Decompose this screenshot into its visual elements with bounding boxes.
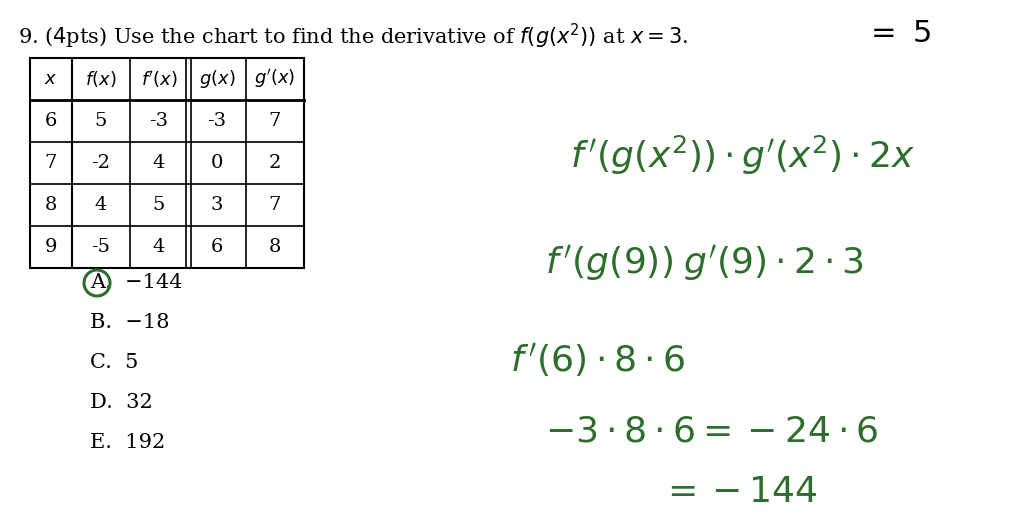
Text: A.  −144: A. −144 — [90, 274, 182, 292]
Text: 4: 4 — [95, 196, 108, 214]
Text: 0: 0 — [211, 154, 223, 172]
Text: 6: 6 — [45, 112, 57, 130]
Text: 7: 7 — [269, 196, 282, 214]
Text: D.  32: D. 32 — [90, 394, 153, 413]
Text: 5: 5 — [95, 112, 108, 130]
Text: $= -144$: $= -144$ — [660, 475, 817, 509]
Text: $f\,'(6) \cdot 8 \cdot 6$: $f\,'(6) \cdot 8 \cdot 6$ — [510, 341, 685, 379]
Text: 8: 8 — [45, 196, 57, 214]
Text: $= \ 5$: $= \ 5$ — [865, 18, 931, 49]
Text: B.  −18: B. −18 — [90, 313, 170, 332]
Text: 7: 7 — [45, 154, 57, 172]
Text: 7: 7 — [269, 112, 282, 130]
Text: $f\,'(g(9))\; g'(9) \cdot 2 \cdot 3$: $f\,'(g(9))\; g'(9) \cdot 2 \cdot 3$ — [545, 243, 864, 283]
Text: 4: 4 — [153, 154, 165, 172]
Text: -3: -3 — [150, 112, 169, 130]
Text: -5: -5 — [91, 238, 111, 256]
Text: E.  192: E. 192 — [90, 434, 165, 453]
Text: $f\,'(g(x^2)) \cdot g'(x^2) \cdot 2x$: $f\,'(g(x^2)) \cdot g'(x^2) \cdot 2x$ — [570, 133, 914, 176]
Text: 9. ($\mathit{4}$pts) Use the chart to find the derivative of $f(g(x^2))$ at $x =: 9. ($\mathit{4}$pts) Use the chart to fi… — [18, 22, 688, 51]
Text: 3: 3 — [211, 196, 223, 214]
Text: 8: 8 — [269, 238, 282, 256]
Text: $f(x)$: $f(x)$ — [85, 69, 117, 89]
Text: 9: 9 — [45, 238, 57, 256]
Text: 5: 5 — [153, 196, 165, 214]
Text: -2: -2 — [91, 154, 111, 172]
Text: C.  5: C. 5 — [90, 353, 138, 373]
Text: -3: -3 — [208, 112, 226, 130]
Text: 4: 4 — [153, 238, 165, 256]
Text: 2: 2 — [269, 154, 282, 172]
Text: $g'(x)$: $g'(x)$ — [254, 68, 296, 90]
Text: $f'(x)$: $f'(x)$ — [140, 68, 177, 89]
Text: $-3 \cdot 8 \cdot 6 = -24 \cdot 6$: $-3 \cdot 8 \cdot 6 = -24 \cdot 6$ — [545, 415, 879, 449]
Text: 6: 6 — [211, 238, 223, 256]
Text: $x$: $x$ — [44, 70, 57, 88]
Bar — [30, 58, 304, 268]
Text: $g(x)$: $g(x)$ — [199, 68, 236, 90]
